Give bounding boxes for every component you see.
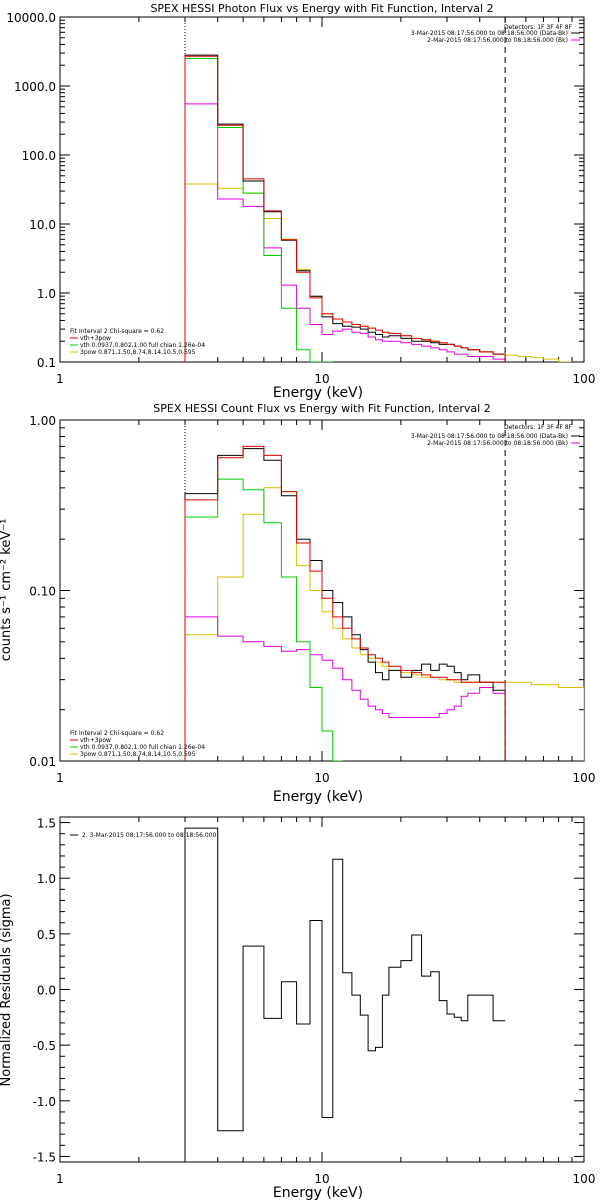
x-tick-label: 100	[573, 771, 596, 785]
x-tick-label: 100	[573, 1172, 596, 1186]
y-tick-label: 1.0	[37, 287, 56, 301]
series-line-3pow	[184, 487, 584, 761]
chart-title: SPEX HESSI Photon Flux vs Energy with Fi…	[150, 2, 493, 15]
legend-label: 2. 3-Mar-2015 08:17:56.000 to 08:18:56.0…	[82, 832, 217, 839]
x-axis-label: Energy (keV)	[273, 1185, 363, 1200]
legend-label: vth+3pow	[80, 335, 111, 342]
y-tick-label: 1.5	[37, 817, 56, 831]
y-tick-label: 10000.0	[6, 11, 56, 25]
legend-label: 2-Mar-2015 08:17:56.000 to 08:18:56.000 …	[427, 440, 568, 447]
photon-flux-panel: SPEX HESSI Photon Flux vs Energy with Fi…	[6, 2, 595, 401]
x-tick-label: 10	[314, 372, 329, 386]
y-tick-label: 1.00	[29, 414, 56, 428]
y-tick-label: 1000.0	[14, 80, 56, 94]
series-line-residuals	[184, 827, 506, 1162]
y-tick-label: 0.1	[37, 356, 56, 370]
series-line-3pow	[184, 183, 572, 362]
y-tick-label: 0.10	[29, 585, 56, 599]
series-line-vth-3pow	[184, 445, 506, 761]
legend-label: Fit Interval 2 Chi-square = 0.62	[70, 328, 164, 335]
legend-label: vth 0.0937,0.802,1.00 full chian 1.26e-0…	[80, 342, 205, 349]
x-tick-label: 10	[314, 1172, 329, 1186]
x-tick-label: 1	[56, 1172, 64, 1186]
chart-title: SPEX HESSI Count Flux vs Energy with Fit…	[153, 402, 490, 415]
legend-label: vth+3pow	[80, 737, 111, 744]
legend-label: Fit Interval 2 Chi-square = 0.62	[70, 730, 164, 737]
detectors-label: Detectors: 1F 3F 4F 8F	[504, 24, 573, 31]
series-line-vth	[184, 478, 343, 761]
series-line-vth-3pow	[184, 55, 506, 362]
series-line-data-bk	[184, 448, 506, 761]
y-axis-label: counts s⁻¹ cm⁻² keV⁻¹	[0, 519, 14, 662]
y-tick-label: 1.0	[37, 872, 56, 886]
y-tick-label: -1.5	[33, 1150, 56, 1164]
legend-label: 3pow 0.871,1.50,8.74,8.14,10.5,0.595	[80, 349, 196, 356]
x-tick-label: 10	[314, 771, 329, 785]
count-flux-panel: SPEX HESSI Count Flux vs Energy with Fit…	[0, 402, 595, 805]
x-tick-label: 100	[573, 372, 596, 386]
detectors-label: Detectors: 1F 3F 4F 8F	[504, 424, 573, 431]
y-axis-label: Normalized Residuals (sigma)	[0, 893, 14, 1086]
y-tick-label: 0.5	[37, 928, 56, 942]
x-tick-label: 1	[56, 372, 64, 386]
y-tick-label: 0.01	[29, 755, 56, 769]
legend-label: vth 0.0937,0.802,1.00 full chian 1.26e-0…	[80, 744, 205, 751]
x-axis-label: Energy (keV)	[273, 385, 363, 401]
series-line-bk	[184, 616, 506, 761]
y-tick-label: -1.0	[33, 1095, 56, 1109]
legend-label: 2-Mar-2015 08:17:56.000 to 08:18:56.000 …	[427, 37, 568, 44]
series-line-data-bk	[184, 54, 506, 362]
x-tick-label: 1	[56, 771, 64, 785]
x-axis-label: Energy (keV)	[273, 789, 363, 805]
y-tick-label: -0.5	[33, 1039, 56, 1053]
residuals-panel: Energy (keV) Normalized Residuals (sigma…	[0, 816, 596, 1200]
legend-label: 3-Mar-2015 08:17:56.000 to 08:18:56.000 …	[411, 433, 568, 440]
y-tick-label: 10.0	[29, 218, 56, 232]
legend-label: 3-Mar-2015 08:17:56.000 to 08:18:56.000 …	[411, 30, 568, 37]
y-tick-label: 0.0	[37, 984, 56, 998]
series-line-bk	[184, 103, 506, 362]
y-tick-label: 100.0	[22, 149, 56, 163]
legend-label: 3pow 0.871,1.50,8.74,8.14,10.5,0.595	[80, 751, 196, 758]
